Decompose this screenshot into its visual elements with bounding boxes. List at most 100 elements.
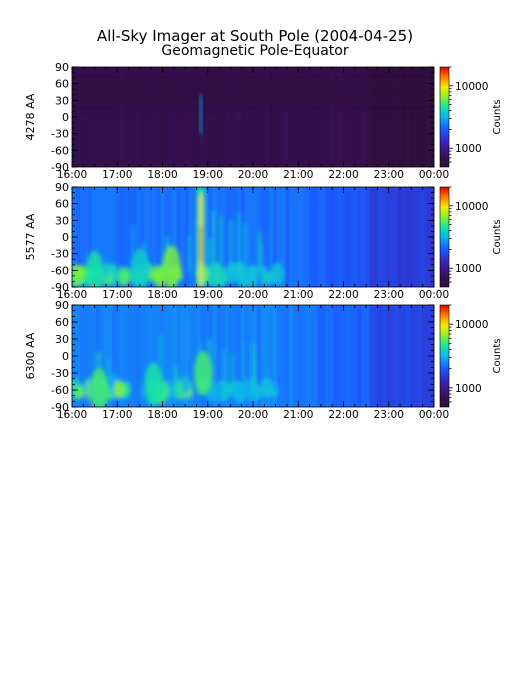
feature-arc <box>199 94 202 134</box>
x-tick-label: 16:00 <box>57 289 87 301</box>
emission-streak <box>222 349 226 393</box>
x-tick-label: 19:00 <box>193 169 223 181</box>
heatmap-column <box>116 187 121 287</box>
heatmap-column <box>397 67 403 167</box>
colorbar: 10000 1000 Counts <box>439 66 503 168</box>
chart-title: All-Sky Imager at South Pole (2004-04-25… <box>97 27 413 45</box>
heatmap-column <box>413 187 419 287</box>
x-tick-label: 18:00 <box>147 169 177 181</box>
heatmap-column <box>196 67 202 167</box>
colorbar-gradient <box>439 304 450 408</box>
heatmap-column <box>393 187 399 287</box>
heatmap-column <box>76 187 81 287</box>
heatmap-column <box>293 67 298 167</box>
y-axis-label: 5577 AA <box>24 213 37 260</box>
heatmap-column <box>156 187 162 287</box>
heatmap-column <box>377 67 383 167</box>
colorbar-tick-label: 10000 <box>455 201 488 213</box>
heatmap-column <box>132 187 137 287</box>
x-tick-label: 00:00 <box>419 169 449 181</box>
heatmap-column <box>341 305 347 407</box>
y-tick-label: 90 <box>55 299 69 312</box>
x-tick-label: 22:00 <box>328 409 358 421</box>
heatmap-column <box>168 67 174 167</box>
feature-peak <box>199 225 202 262</box>
y-tick-label: -60 <box>51 144 69 157</box>
heatmap-column <box>377 305 383 407</box>
emission-streak <box>237 212 241 274</box>
feature-blob <box>194 351 213 395</box>
y-tick-label: -30 <box>51 128 69 141</box>
x-tick-label: 22:00 <box>328 289 358 301</box>
heatmap-column <box>152 305 158 407</box>
y-tick-label: -90 <box>51 401 69 414</box>
heatmap-area <box>72 305 434 407</box>
heatmap-column <box>244 67 250 167</box>
emission-streak <box>131 224 135 274</box>
heatmap-column <box>192 187 198 287</box>
heatmap-column <box>421 187 427 287</box>
heatmap-column <box>261 305 266 407</box>
heatmap-column <box>345 305 351 407</box>
heatmap-column <box>297 187 302 287</box>
heatmap-column <box>152 67 158 167</box>
heatmap-column <box>104 305 109 407</box>
heatmap-column <box>317 67 322 167</box>
heatmap-column <box>257 67 262 167</box>
emission-blob <box>140 383 146 403</box>
heatmap-column <box>305 67 310 167</box>
colorbar: 10000 1000 Counts <box>439 304 503 408</box>
emission-streak <box>160 335 163 393</box>
heatmap-column <box>108 305 113 407</box>
heatmap-column <box>397 305 403 407</box>
heatmap-column <box>421 305 427 407</box>
heatmap-column <box>297 305 302 407</box>
heatmap-column <box>413 67 419 167</box>
heatmap-column <box>345 67 351 167</box>
x-tick-label: 17:00 <box>102 409 132 421</box>
emission-streak <box>219 216 223 274</box>
heatmap-column <box>176 187 182 287</box>
heatmap-column <box>204 187 210 287</box>
colorbar-gradient <box>439 186 450 288</box>
emission-blob <box>114 380 124 399</box>
heatmap-column <box>265 67 270 167</box>
heatmap-column <box>168 187 174 287</box>
heatmap-column <box>184 187 190 287</box>
heatmap-column <box>293 305 298 407</box>
heatmap-column <box>156 67 162 167</box>
heatmap-column <box>401 187 407 287</box>
heatmap-column <box>353 67 359 167</box>
emission-streak <box>261 241 264 274</box>
heatmap-column <box>80 187 85 287</box>
emission-blob <box>266 270 279 282</box>
x-tick-label: 20:00 <box>238 409 268 421</box>
heatmap-column <box>329 187 335 287</box>
feature <box>194 351 213 395</box>
emission-blob <box>118 266 132 284</box>
y-tick-label: 90 <box>55 181 69 194</box>
emission-blob <box>212 381 224 403</box>
heatmap-column <box>188 67 194 167</box>
heatmap-column <box>397 187 403 287</box>
heatmap-column <box>128 67 133 167</box>
heatmap-column <box>96 67 101 167</box>
heatmap-column <box>88 187 93 287</box>
heatmap-column <box>212 305 218 407</box>
heatmap-column <box>188 187 194 287</box>
heatmap-column <box>112 187 117 287</box>
heatmap-column <box>144 305 150 407</box>
heatmap-column <box>224 67 230 167</box>
y-tick-label: 0 <box>62 350 69 363</box>
heatmap-column <box>148 305 154 407</box>
colorbar-label: Counts <box>492 220 503 255</box>
heatmap-column <box>80 305 85 407</box>
x-tick-label: 00:00 <box>419 409 449 421</box>
heatmap-column <box>401 67 407 167</box>
heatmap-column <box>329 305 335 407</box>
heatmap-column <box>349 67 355 167</box>
emission-blob <box>75 385 84 400</box>
heatmap-column <box>216 187 222 287</box>
heatmap-column <box>92 67 97 167</box>
